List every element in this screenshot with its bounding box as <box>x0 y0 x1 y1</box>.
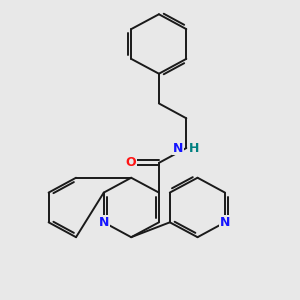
Text: O: O <box>126 156 136 170</box>
Text: N: N <box>220 216 230 229</box>
Text: N: N <box>173 142 183 154</box>
Text: H: H <box>189 142 200 154</box>
Text: N: N <box>99 216 109 229</box>
